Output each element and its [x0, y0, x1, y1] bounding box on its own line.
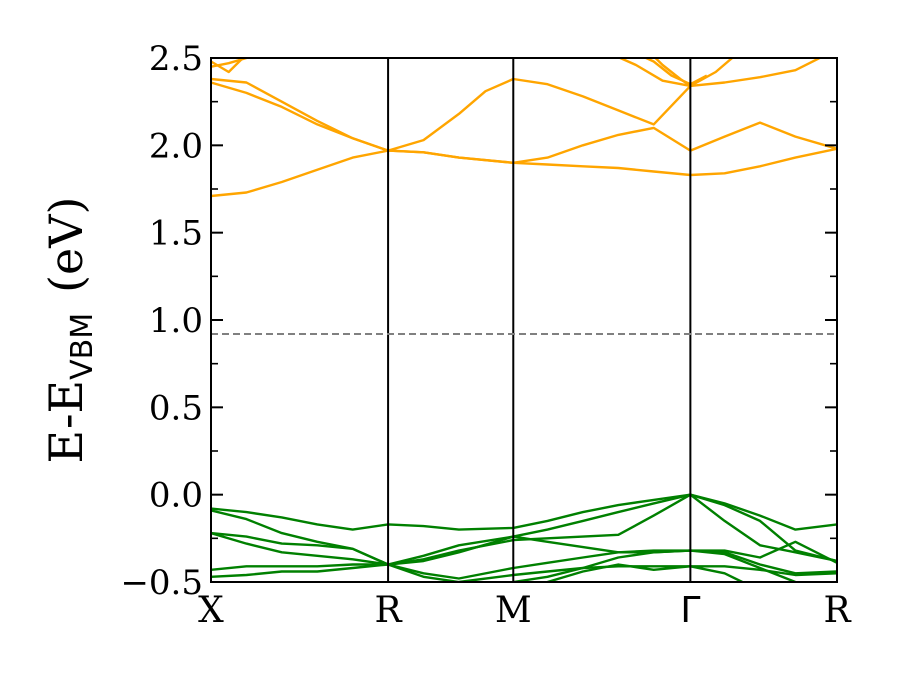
y-tick-label-1: −0.5 — [120, 563, 203, 603]
y-axis-title: E-EVBM (eV) — [39, 197, 100, 464]
k-point-label-2: R — [375, 590, 403, 631]
y-axis-title-main: E-E — [39, 380, 93, 464]
y-axis-ticks: −0.5 0.0 0.5 1.0 1.5 2.0 2.5 — [120, 39, 837, 603]
valence-band-1 — [211, 493, 837, 531]
conduction-band-6 — [617, 58, 734, 88]
valence-band-2 — [211, 493, 837, 566]
k-point-label-3: M — [495, 590, 532, 631]
k-point-label-1: X — [198, 590, 224, 631]
valence-band-4 — [211, 531, 837, 566]
bands-layer — [211, 58, 837, 582]
plot-frame — [210, 57, 838, 583]
conduction-band-5 — [211, 58, 245, 74]
y-tick-label-6: 2.0 — [149, 126, 203, 166]
y-tick-label-3: 0.5 — [149, 388, 203, 428]
y-axis-title-subscript: VBM — [65, 313, 100, 380]
valence-band-7 — [513, 549, 796, 582]
valence-band-6 — [211, 563, 837, 582]
k-point-label-4: Γ — [680, 590, 700, 631]
y-tick-label-2: 0.0 — [149, 476, 203, 516]
y-tick-label-4: 1.0 — [149, 301, 203, 341]
y-tick-label-7: 2.5 — [149, 39, 203, 79]
valence-band-5 — [211, 549, 837, 580]
conduction-band-2 — [211, 81, 837, 165]
conduction-band-4 — [211, 58, 251, 68]
conduction-band-7 — [643, 58, 708, 86]
y-axis-title-unit: (eV) — [39, 197, 93, 293]
conduction-band-3 — [211, 58, 823, 152]
valence-band-8 — [547, 563, 743, 582]
conduction-band-8 — [653, 58, 692, 87]
k-point-label-5: R — [823, 590, 851, 631]
y-tick-label-5: 1.5 — [149, 214, 203, 254]
conduction-band-1 — [211, 147, 837, 198]
y-axis-label: E-EVBM (eV) — [39, 197, 100, 464]
